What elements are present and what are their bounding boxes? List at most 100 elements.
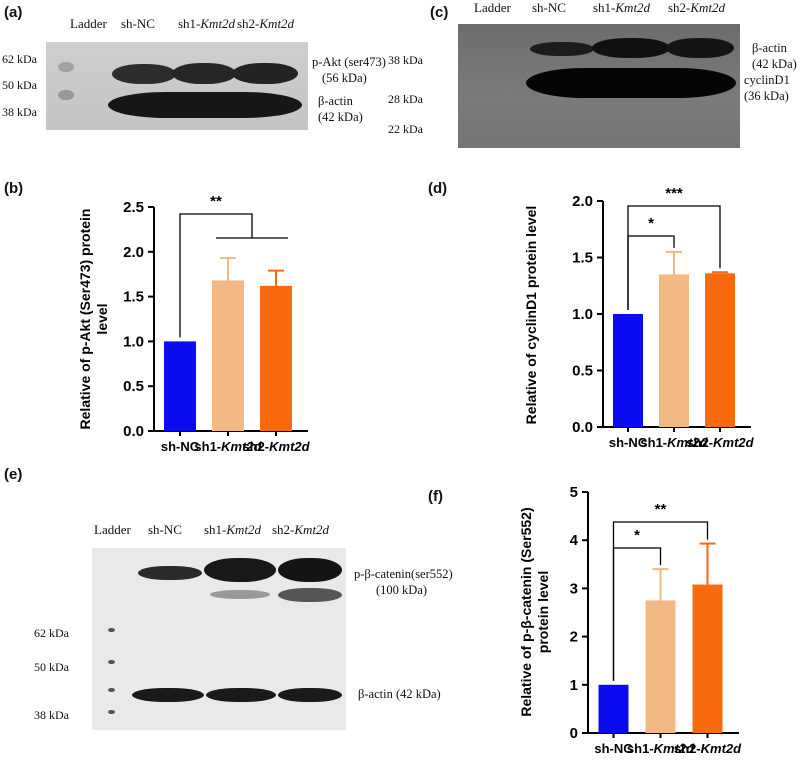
x-tick-label: sh2-Kmt2d: [674, 741, 742, 756]
significance-bracket: [627, 205, 721, 310]
band-actin-e-sh1: [206, 688, 276, 702]
band-pbcat-sh1: [204, 558, 276, 582]
band-label-cyclind1: cyclinD1 (36 kDa): [744, 73, 790, 103]
band-label-pakt: p-Akt (ser473) (56 kDa): [312, 55, 386, 85]
y-tick-label: 3: [570, 580, 578, 597]
panel-b-label: (b): [4, 180, 24, 197]
y-tick-label: 0: [570, 725, 578, 742]
band-actin-e-shnc: [132, 688, 204, 702]
y-tick-label: 2: [570, 629, 578, 646]
marker-62kda-e: 62 kDa: [34, 626, 69, 640]
panel-a-label: (a): [4, 4, 23, 21]
bar-sh-nc: [598, 684, 629, 733]
lane-label-sh1-e: sh1-Kmt2d: [204, 522, 262, 537]
band-actin-a: [108, 92, 302, 118]
y-tick-label: 1: [570, 677, 578, 694]
panel-d-label: (d): [428, 180, 448, 197]
lane-label-ladder-c: Ladder: [474, 0, 511, 15]
x-tick-label: sh-NC: [594, 741, 633, 756]
significance-stars: *: [634, 527, 640, 544]
y-tick-label: 1.0: [123, 333, 144, 350]
band-pakt-sh2: [232, 63, 298, 84]
band-cyclind1: [526, 68, 736, 98]
bar-sh2-kmt2d: [692, 584, 723, 733]
y-tick-label: 1.5: [123, 289, 144, 306]
x-tick-label: sh2-Kmt2d: [686, 435, 754, 450]
y-tick-label: 2.0: [123, 244, 144, 261]
bar-sh2-kmt2d: [705, 273, 735, 427]
band-actin-e-sh2: [278, 688, 342, 702]
band-label-actin-a: β-actin (42 kDa): [318, 94, 363, 124]
y-axis-label: Relative of p-Akt (Ser473) proteinlevel: [77, 209, 110, 430]
band-pakt-shnc: [112, 64, 176, 84]
lane-label-sh2: sh2-Kmt2d: [237, 16, 295, 31]
band-pbcat-sh2: [278, 558, 342, 582]
panel-e-label: (e): [4, 466, 23, 483]
western-blot-a: [46, 42, 308, 130]
band-pbcat-shnc: [138, 566, 202, 580]
marker-22kda-c: 22 kDa: [388, 122, 423, 136]
y-tick-label: 0.0: [123, 423, 144, 440]
chart-b: 0.0 0.5 1.0 1.5 2.0 2.5 sh-NCsh1-Kmt2dsh2-Kmt2…: [77, 193, 311, 454]
y-axis-label: Relative of p-β-catenin (Ser552)protein …: [518, 507, 551, 716]
marker-38kda: 38 kDa: [2, 105, 37, 119]
band-label-actin-c: β-actin (42 kDa): [752, 41, 797, 71]
band-label-actin-e: β-actin (42 kDa): [358, 687, 441, 701]
x-tick-label: sh1-Kmt2d: [627, 741, 695, 756]
y-tick-label: 0.5: [123, 378, 144, 395]
y-tick-label: 2.0: [572, 193, 593, 210]
significance-bracket: [179, 213, 253, 338]
significance-stars: **: [210, 193, 222, 210]
significance-stars: *: [648, 215, 654, 232]
x-tick-label: sh2-Kmt2d: [242, 439, 310, 454]
band-actin-c-shnc: [530, 42, 594, 56]
y-tick-label: 4: [570, 532, 579, 549]
y-tick-label: 1.0: [572, 306, 593, 323]
marker-50kda-e: 50 kDa: [34, 660, 69, 674]
marker-38kda-e: 38 kDa: [34, 708, 69, 722]
bar-sh1-kmt2d: [659, 274, 689, 427]
significance-stars: **: [655, 501, 667, 518]
western-blot-e: [92, 548, 346, 730]
band-pakt-sh1: [172, 63, 236, 84]
x-tick-label: sh-NC: [609, 435, 648, 450]
bar-sh2-kmt2d: [260, 285, 292, 431]
lane-label-sh2-c: sh2-Kmt2d: [668, 0, 726, 15]
x-tick-label: sh-NC: [161, 439, 200, 454]
y-tick-label: 2.5: [123, 199, 144, 216]
bar-sh-nc: [613, 314, 643, 427]
lane-label-ladder: Ladder: [70, 16, 107, 31]
lane-label-sh1-c: sh1-Kmt2d: [593, 0, 651, 15]
bar-sh-nc: [164, 341, 196, 431]
marker-62kda: 62 kDa: [2, 52, 37, 66]
marker-28kda-c: 28 kDa: [388, 92, 423, 106]
significance-bracket: [612, 521, 709, 681]
lane-label-sh1: sh1-Kmt2d: [178, 16, 236, 31]
lane-label-sh-nc: sh-NC: [121, 16, 155, 31]
lane-label-sh-nc-c: sh-NC: [532, 0, 566, 15]
band-actin-c-sh1: [592, 38, 670, 58]
y-tick-label: 0.5: [572, 363, 593, 380]
y-tick-label: 0.0: [572, 419, 593, 436]
panel-f-label: (f): [428, 488, 443, 505]
marker-38kda-c: 38 kDa: [388, 53, 423, 67]
y-tick-label: 1.5: [572, 250, 593, 267]
marker-50kda: 50 kDa: [2, 78, 37, 92]
western-blot-c: [458, 24, 740, 148]
y-axis-label: Relative of cyclinD1 protein level: [523, 206, 539, 425]
lane-label-ladder-e: Ladder: [94, 522, 131, 537]
significance-stars: ***: [665, 185, 683, 202]
chart-f: 012345sh-NCsh1-Kmt2dsh2-Kmt2d***Relative…: [518, 484, 742, 756]
chart-d: 0.00.51.01.52.0sh-NCsh1-Kmt2dsh2-Kmt2d**…: [523, 185, 755, 450]
x-tick-label: sh1-Kmt2d: [640, 435, 708, 450]
band-label-pbcatenin: p-β-catenin(ser552) (100 kDa): [354, 567, 453, 597]
lane-label-sh-nc-e: sh-NC: [148, 522, 182, 537]
panel-c-label: (c): [430, 4, 449, 21]
lane-label-sh2-e: sh2-Kmt2d: [272, 522, 330, 537]
bar-sh1-kmt2d: [645, 600, 676, 733]
band-actin-c-sh2: [666, 38, 734, 58]
bar-sh1-kmt2d: [212, 280, 244, 431]
y-tick-label: 5: [570, 484, 578, 501]
x-tick-label: sh1-Kmt2d: [194, 439, 262, 454]
